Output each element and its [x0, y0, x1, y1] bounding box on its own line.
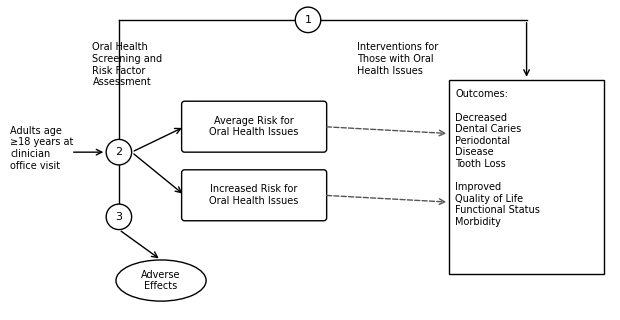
Circle shape	[295, 7, 321, 33]
Text: Adverse
Effects: Adverse Effects	[141, 270, 181, 291]
Text: Interventions for
Those with Oral
Health Issues: Interventions for Those with Oral Health…	[357, 42, 438, 76]
Text: 3: 3	[115, 212, 122, 222]
Circle shape	[106, 204, 131, 229]
Bar	[449, 80, 604, 274]
Text: Increased Risk for
Oral Health Issues: Increased Risk for Oral Health Issues	[210, 184, 299, 206]
Text: Adults age
≥18 years at
clinician
office visit: Adults age ≥18 years at clinician office…	[10, 126, 74, 171]
Text: Outcomes:

Decreased
Dental Caries
Periodontal
Disease
Tooth Loss

Improved
Qual: Outcomes: Decreased Dental Caries Period…	[455, 89, 540, 227]
Text: Oral Health
Screening and
Risk Factor
Assessment: Oral Health Screening and Risk Factor As…	[92, 42, 162, 87]
Circle shape	[106, 140, 131, 165]
FancyBboxPatch shape	[182, 170, 327, 221]
Ellipse shape	[116, 260, 206, 301]
Text: Average Risk for
Oral Health Issues: Average Risk for Oral Health Issues	[210, 116, 299, 138]
FancyBboxPatch shape	[182, 101, 327, 152]
Text: 2: 2	[115, 147, 123, 157]
Text: 1: 1	[304, 15, 311, 25]
